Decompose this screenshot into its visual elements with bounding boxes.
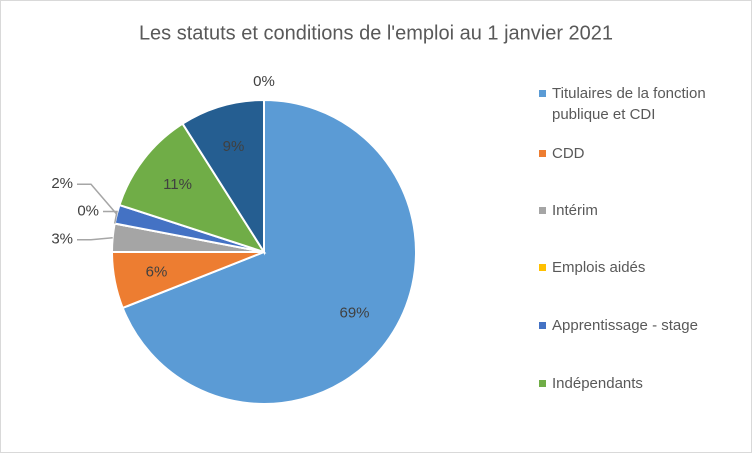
legend-item: Emplois aidés — [539, 257, 744, 278]
data-label: 0% — [77, 202, 99, 219]
data-label: 69% — [340, 304, 370, 321]
legend-swatch — [539, 90, 546, 97]
legend-label: CDD — [552, 145, 585, 162]
data-label: 3% — [51, 231, 73, 248]
legend-label: Apprentissage - stage — [552, 317, 698, 334]
leader-line — [77, 183, 118, 215]
leader-line — [77, 236, 113, 241]
legend-swatch — [539, 150, 546, 157]
legend-item: Intérim — [539, 200, 744, 221]
legend-item: Titulaires de la fonction publique et CD… — [539, 83, 744, 125]
legend-swatch — [539, 264, 546, 271]
legend-item: Apprentissage - stage — [539, 315, 744, 336]
data-label: 0% — [253, 73, 275, 90]
legend-swatch — [539, 380, 546, 387]
legend-swatch — [539, 322, 546, 329]
pie-slice — [121, 98, 417, 405]
data-label: 11% — [163, 176, 192, 193]
leader-line — [103, 210, 118, 224]
pie-slice — [118, 122, 267, 254]
chart-title: Les statuts et conditions de l'emploi au… — [139, 22, 613, 44]
legend-item: CDD — [539, 143, 744, 164]
data-label: 6% — [146, 263, 168, 280]
legend-label: Emplois aidés — [552, 259, 646, 276]
legend-item: Indépendants — [539, 373, 744, 394]
legend-swatch — [539, 207, 546, 214]
pie-slice — [181, 98, 265, 256]
legend-label: Indépendants — [552, 375, 643, 392]
legend-label: Intérim — [552, 202, 598, 219]
legend-label: Titulaires de la fonction publique et CD… — [552, 85, 706, 123]
data-label: 9% — [223, 138, 245, 155]
data-label: 2% — [51, 175, 73, 192]
